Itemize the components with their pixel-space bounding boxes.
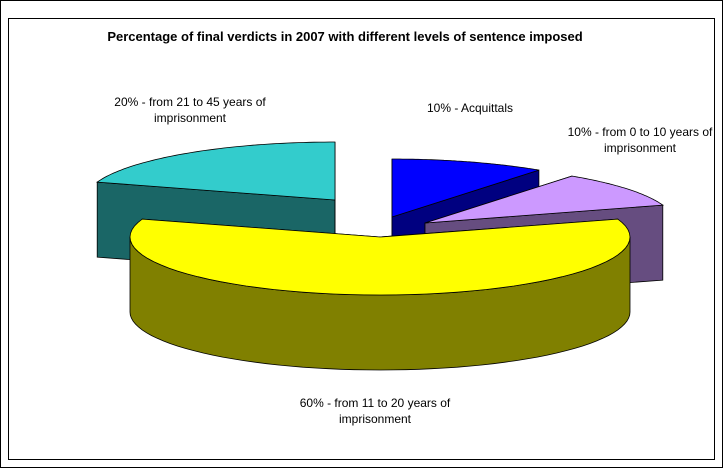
slice-top [424,175,664,224]
chart-title: Percentage of final verdicts in 2007 wit… [107,29,583,44]
slice-label: 20% - from 21 to 45 years of imprisonmen… [114,95,266,125]
slice-label: 60% - from 11 to 20 years of imprisonmen… [299,396,451,426]
slice-top [129,218,631,296]
pie [96,141,664,371]
slice-top [96,141,336,201]
slice-label: 10% - from 0 to 10 years of imprisonment [567,125,713,155]
plot-border [8,18,715,460]
slice-label: 10% - Acquittals [426,101,514,115]
slice-top [391,158,540,218]
